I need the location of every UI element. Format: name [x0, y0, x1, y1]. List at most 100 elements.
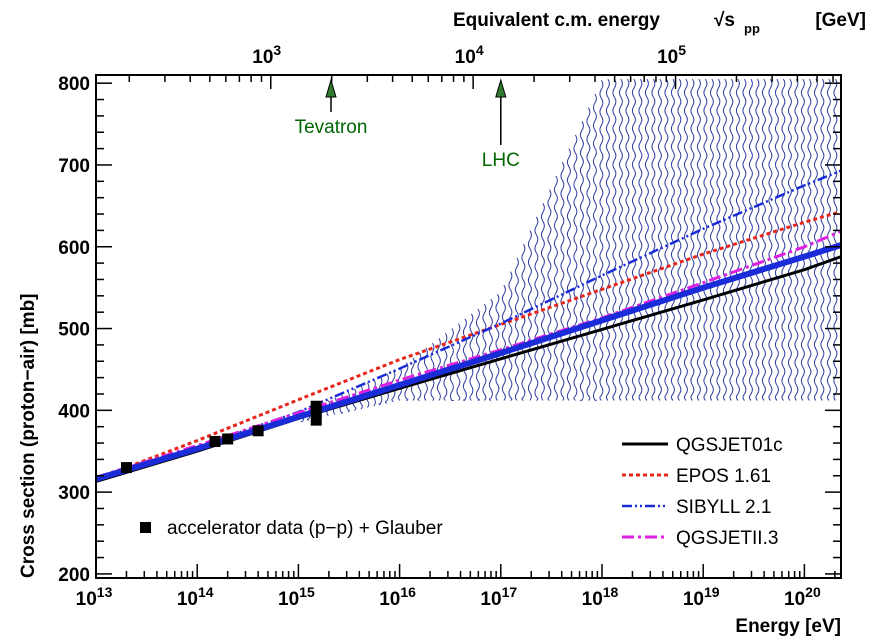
band-hatch-line: [755, 78, 760, 401]
x-tick-exponent: 18: [603, 584, 619, 600]
top-tick-exponent: 5: [678, 42, 686, 58]
band-hatch-line: [703, 78, 708, 401]
band-hatch-line: [547, 189, 552, 401]
band-hatch-line: [553, 175, 558, 401]
top-axis-label: Equivalent c.m. energy: [453, 10, 660, 31]
band-hatch-line: [566, 148, 571, 401]
x-tick-exponent: 17: [502, 584, 518, 600]
band-hatch-line: [735, 78, 740, 401]
data-points-layer: [120, 400, 322, 474]
band-hatch-line: [625, 78, 630, 401]
data-point: [310, 414, 322, 426]
band-hatch-line: [813, 78, 818, 401]
band-hatch-line: [651, 78, 656, 401]
band-hatch-line: [781, 78, 786, 401]
x-tick-label: 1018: [582, 584, 619, 610]
band-hatch-line: [475, 308, 480, 401]
x-tick-label: 1013: [76, 584, 113, 610]
band-hatch-line: [644, 78, 649, 401]
y-tick-label: 400: [58, 401, 90, 422]
top-tick-label: 105: [657, 42, 686, 68]
top-tick-label: 104: [455, 42, 484, 68]
data-points-legend: accelerator data (p−p) + Glauber: [140, 518, 443, 539]
band-hatch-line: [605, 78, 610, 401]
band-hatch-line: [670, 78, 675, 401]
x-tick-label: 1014: [177, 584, 214, 610]
data-point: [120, 462, 132, 474]
band-hatch-line: [664, 78, 669, 401]
x-tick-exponent: 14: [198, 584, 214, 600]
band-hatch-line: [482, 303, 487, 401]
x-tick-label: 1019: [683, 584, 720, 610]
band-hatch-line: [657, 78, 662, 401]
band-hatch-line: [716, 78, 721, 401]
band-hatch-line: [501, 284, 506, 401]
legend: QGSJET01c EPOS 1.61 SIBYLL 2.1 QGSJETII.3: [622, 435, 783, 549]
band-hatch-line: [774, 78, 779, 401]
top-axis-sqrt-symbol: √s: [714, 10, 735, 31]
x-tick-exponent: 13: [97, 584, 113, 600]
top-tick-exponent: 3: [273, 42, 281, 58]
marker-arrow-head: [325, 78, 337, 98]
legend-label: SIBYLL 2.1: [676, 497, 771, 518]
band-hatch-line: [488, 298, 493, 401]
band-hatch-line: [514, 257, 519, 401]
top-axis-ticks: 103 104 105: [128, 42, 834, 89]
top-axis-unit: [GeV]: [815, 10, 866, 31]
x-tick-label: 1020: [784, 584, 821, 610]
band-hatch-line: [833, 78, 838, 401]
x-tick-label: 1015: [278, 584, 315, 610]
band-hatch-line: [787, 78, 792, 401]
x-tick-exponent: 15: [299, 584, 315, 600]
band-hatch-line: [599, 80, 604, 401]
band-hatch-line: [612, 78, 617, 401]
uncertainty-band: [300, 78, 838, 423]
y-tick-label: 700: [58, 156, 90, 177]
band-hatch-line: [722, 78, 727, 401]
band-hatch-line: [540, 203, 545, 401]
x-tick-label: 1016: [379, 584, 416, 610]
band-hatch-line: [820, 78, 825, 401]
marker-label: Tevatron: [295, 117, 368, 138]
band-hatch-line: [794, 78, 799, 401]
y-tick-label: 500: [58, 320, 90, 341]
band-hatch-line: [683, 78, 688, 401]
band-hatch-line: [592, 93, 597, 401]
band-hatch-line: [800, 78, 805, 401]
x-axis-label: Energy [eV]: [735, 616, 841, 637]
band-hatch-line: [521, 243, 526, 401]
x-axis-ticks: 1013 1014 1015 1016 1017 1018 1019 1020: [76, 564, 836, 610]
band-hatch-line: [586, 107, 591, 401]
band-hatch-line: [579, 121, 584, 401]
band-hatch-line: [807, 78, 812, 401]
y-tick-label: 300: [58, 483, 90, 504]
legend-label: EPOS 1.61: [676, 466, 771, 487]
y-axis-label: Cross section (proton−air) [mb]: [18, 294, 39, 579]
top-tick-exponent: 4: [476, 42, 484, 58]
band-hatch-line: [729, 78, 734, 401]
data-point: [252, 425, 264, 437]
band-hatch-line: [573, 134, 578, 401]
band-hatch-line: [696, 78, 701, 401]
legend-label: QGSJET01c: [676, 435, 783, 456]
data-point: [310, 400, 322, 412]
band-hatch-line: [768, 78, 773, 401]
band-hatch-line: [638, 78, 643, 401]
legend-point-label: accelerator data (p−p) + Glauber: [167, 518, 443, 539]
x-tick-label: 1017: [480, 584, 517, 610]
x-tick-exponent: 19: [704, 584, 720, 600]
y-tick-label: 200: [58, 565, 90, 586]
top-tick-label: 103: [252, 42, 281, 68]
legend-point-swatch: [140, 522, 151, 533]
y-tick-label: 600: [58, 238, 90, 259]
x-tick-exponent: 20: [805, 584, 821, 600]
band-hatch-line: [508, 271, 513, 401]
data-point: [209, 435, 221, 447]
band-hatch-line: [826, 78, 831, 401]
band-hatch-line: [709, 78, 714, 401]
y-tick-label: 800: [58, 74, 90, 95]
band-hatch-line: [690, 78, 695, 401]
marker-arrow-head: [495, 78, 507, 98]
series-line-sibyll-2-1: [96, 169, 841, 481]
